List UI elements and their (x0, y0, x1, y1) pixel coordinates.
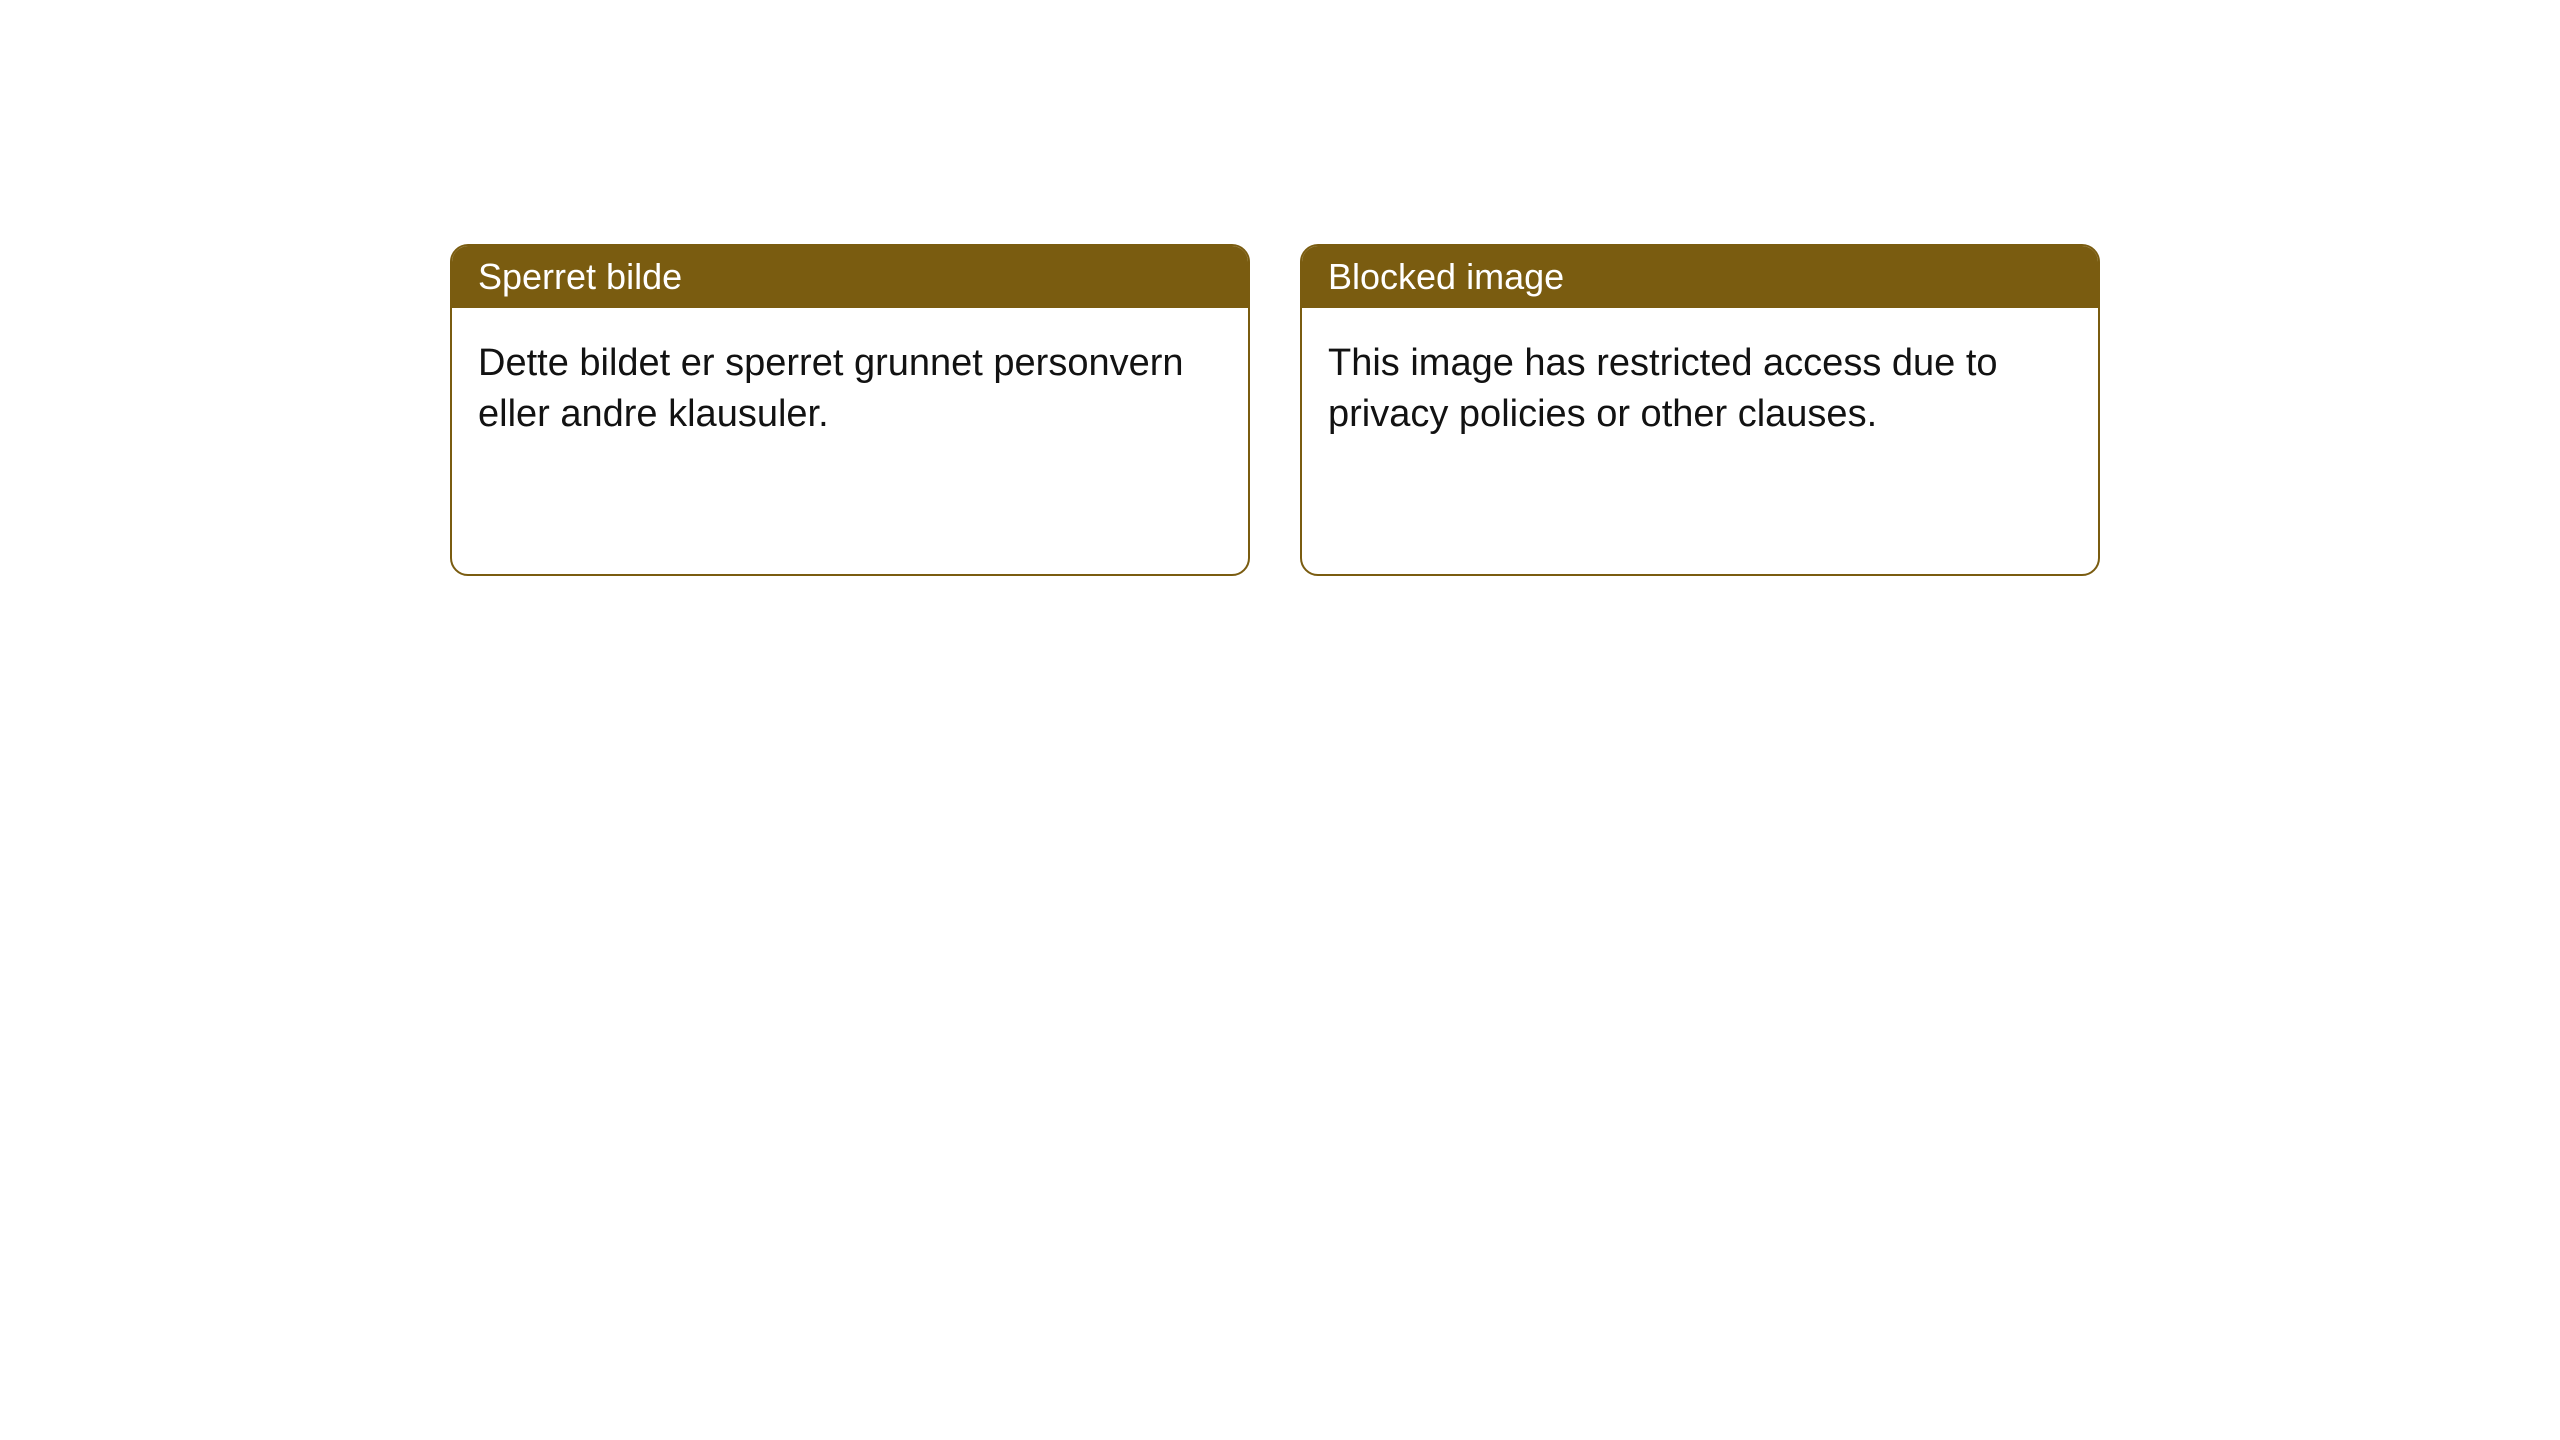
notice-card-title: Blocked image (1302, 246, 2098, 308)
notice-card-body: This image has restricted access due to … (1302, 308, 2098, 471)
notice-card-norwegian: Sperret bilde Dette bildet er sperret gr… (450, 244, 1250, 576)
notice-card-english: Blocked image This image has restricted … (1300, 244, 2100, 576)
notice-container: Sperret bilde Dette bildet er sperret gr… (450, 244, 2100, 576)
notice-card-title: Sperret bilde (452, 246, 1248, 308)
notice-card-body: Dette bildet er sperret grunnet personve… (452, 308, 1248, 471)
